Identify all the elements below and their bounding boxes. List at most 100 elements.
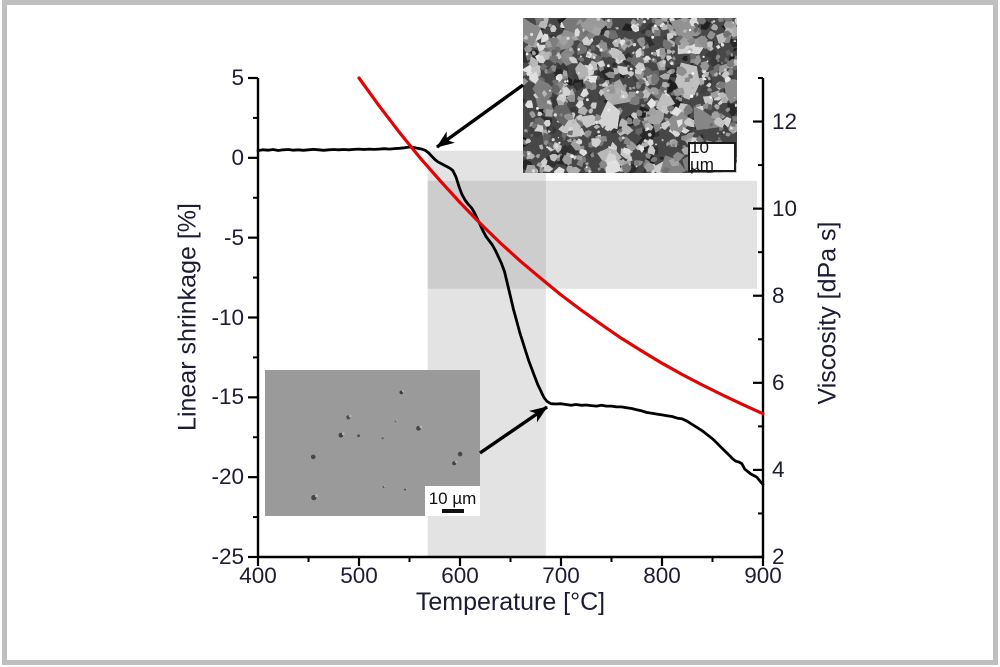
- powder-particle: [646, 114, 651, 117]
- powder-particle: [531, 50, 537, 56]
- powder-particle: [627, 156, 633, 161]
- powder-particle: [600, 150, 604, 155]
- powder-highlight: [663, 61, 666, 64]
- powder-highlight: [536, 43, 540, 46]
- powder-particle: [575, 138, 583, 145]
- powder-particle: [631, 86, 636, 90]
- powder-particle: [584, 162, 589, 166]
- powder-particle: [606, 89, 610, 92]
- powder-highlight: [681, 130, 684, 133]
- powder-particle: [563, 101, 568, 106]
- powder-highlight: [702, 55, 705, 58]
- powder-particle: [577, 43, 588, 55]
- powder-particle: [710, 111, 721, 120]
- powder-particle: [559, 35, 569, 47]
- powder-particle: [556, 96, 560, 101]
- powder-particle: [579, 148, 588, 157]
- left-tick-label: -25: [211, 544, 244, 569]
- powder-particle: [635, 127, 643, 136]
- powder-particle: [523, 78, 529, 85]
- powder-particle: [525, 150, 533, 160]
- powder-particle: [646, 24, 652, 32]
- powder-particle: [715, 54, 721, 60]
- powder-particle: [647, 39, 655, 47]
- powder-highlight: [652, 58, 655, 61]
- pore-highlight: [396, 419, 398, 422]
- powder-particle: [603, 93, 614, 101]
- powder-highlight: [643, 20, 646, 24]
- pore-highlight: [341, 432, 345, 436]
- powder-particle: [576, 155, 583, 161]
- powder-highlight: [633, 26, 637, 30]
- powder-highlight: [651, 35, 655, 39]
- powder-particle: [621, 23, 632, 32]
- powder-particle: [617, 128, 623, 133]
- powder-particle: [732, 47, 737, 52]
- powder-particle: [629, 87, 632, 90]
- powder-particle: [588, 169, 592, 173]
- powder-particle: [713, 72, 718, 77]
- powder-particle: [545, 145, 550, 149]
- powder-particle: [599, 160, 608, 169]
- powder-particle: [723, 18, 733, 22]
- powder-particle: [645, 43, 649, 49]
- powder-particle: [695, 91, 699, 97]
- powder-particle: [618, 136, 623, 142]
- powder-particle: [717, 136, 721, 140]
- powder-particle: [604, 71, 616, 79]
- powder-particle: [647, 139, 654, 147]
- powder-particle: [706, 41, 713, 48]
- powder-particle: [543, 164, 554, 172]
- powder-particle: [656, 93, 676, 113]
- powder-highlight: [636, 18, 639, 20]
- powder-particle: [621, 123, 634, 136]
- powder-particle: [597, 167, 601, 171]
- powder-highlight: [530, 32, 534, 37]
- powder-particle: [635, 49, 642, 58]
- powder-highlight: [549, 89, 551, 92]
- powder-particle: [678, 42, 686, 50]
- powder-highlight: [629, 163, 631, 166]
- left-tick-label: 0: [231, 144, 244, 170]
- powder-particle: [586, 31, 596, 41]
- powder-particle: [666, 24, 674, 32]
- powder-particle: [734, 18, 737, 25]
- powder-particle: [677, 87, 682, 92]
- powder-particle: [699, 62, 710, 71]
- powder-particle: [532, 79, 554, 104]
- powder-particle: [709, 123, 714, 127]
- powder-particle: [647, 132, 652, 137]
- powder-particle: [709, 55, 723, 67]
- powder-particle: [562, 69, 568, 77]
- powder-particle: [547, 66, 553, 75]
- powder-particle: [733, 40, 737, 42]
- powder-particle: [631, 112, 638, 120]
- powder-particle: [619, 39, 626, 47]
- powder-particle: [662, 67, 666, 71]
- x-axis-title: Temperature [°C]: [415, 588, 606, 616]
- powder-particle: [681, 56, 688, 62]
- powder-particle: [643, 97, 649, 103]
- powder-highlight: [704, 78, 707, 81]
- powder-highlight: [525, 52, 529, 56]
- powder-particle: [583, 30, 589, 36]
- powder-highlight: [632, 43, 637, 47]
- powder-highlight: [551, 138, 555, 142]
- powder-highlight: [709, 83, 711, 85]
- powder-highlight: [646, 127, 649, 130]
- powder-highlight: [592, 56, 596, 59]
- powder-highlight: [622, 95, 625, 98]
- powder-highlight: [635, 165, 638, 168]
- powder-particle: [718, 71, 721, 76]
- powder-particle: [632, 51, 635, 55]
- powder-particle: [561, 132, 568, 140]
- powder-particle: [717, 58, 720, 62]
- powder-particle: [549, 153, 559, 162]
- powder-particle: [615, 159, 625, 167]
- powder-particle: [724, 79, 737, 104]
- x-tick-label: 600: [441, 563, 479, 588]
- powder-particle: [565, 94, 575, 102]
- powder-particle: [682, 126, 690, 134]
- powder-particle: [573, 81, 583, 91]
